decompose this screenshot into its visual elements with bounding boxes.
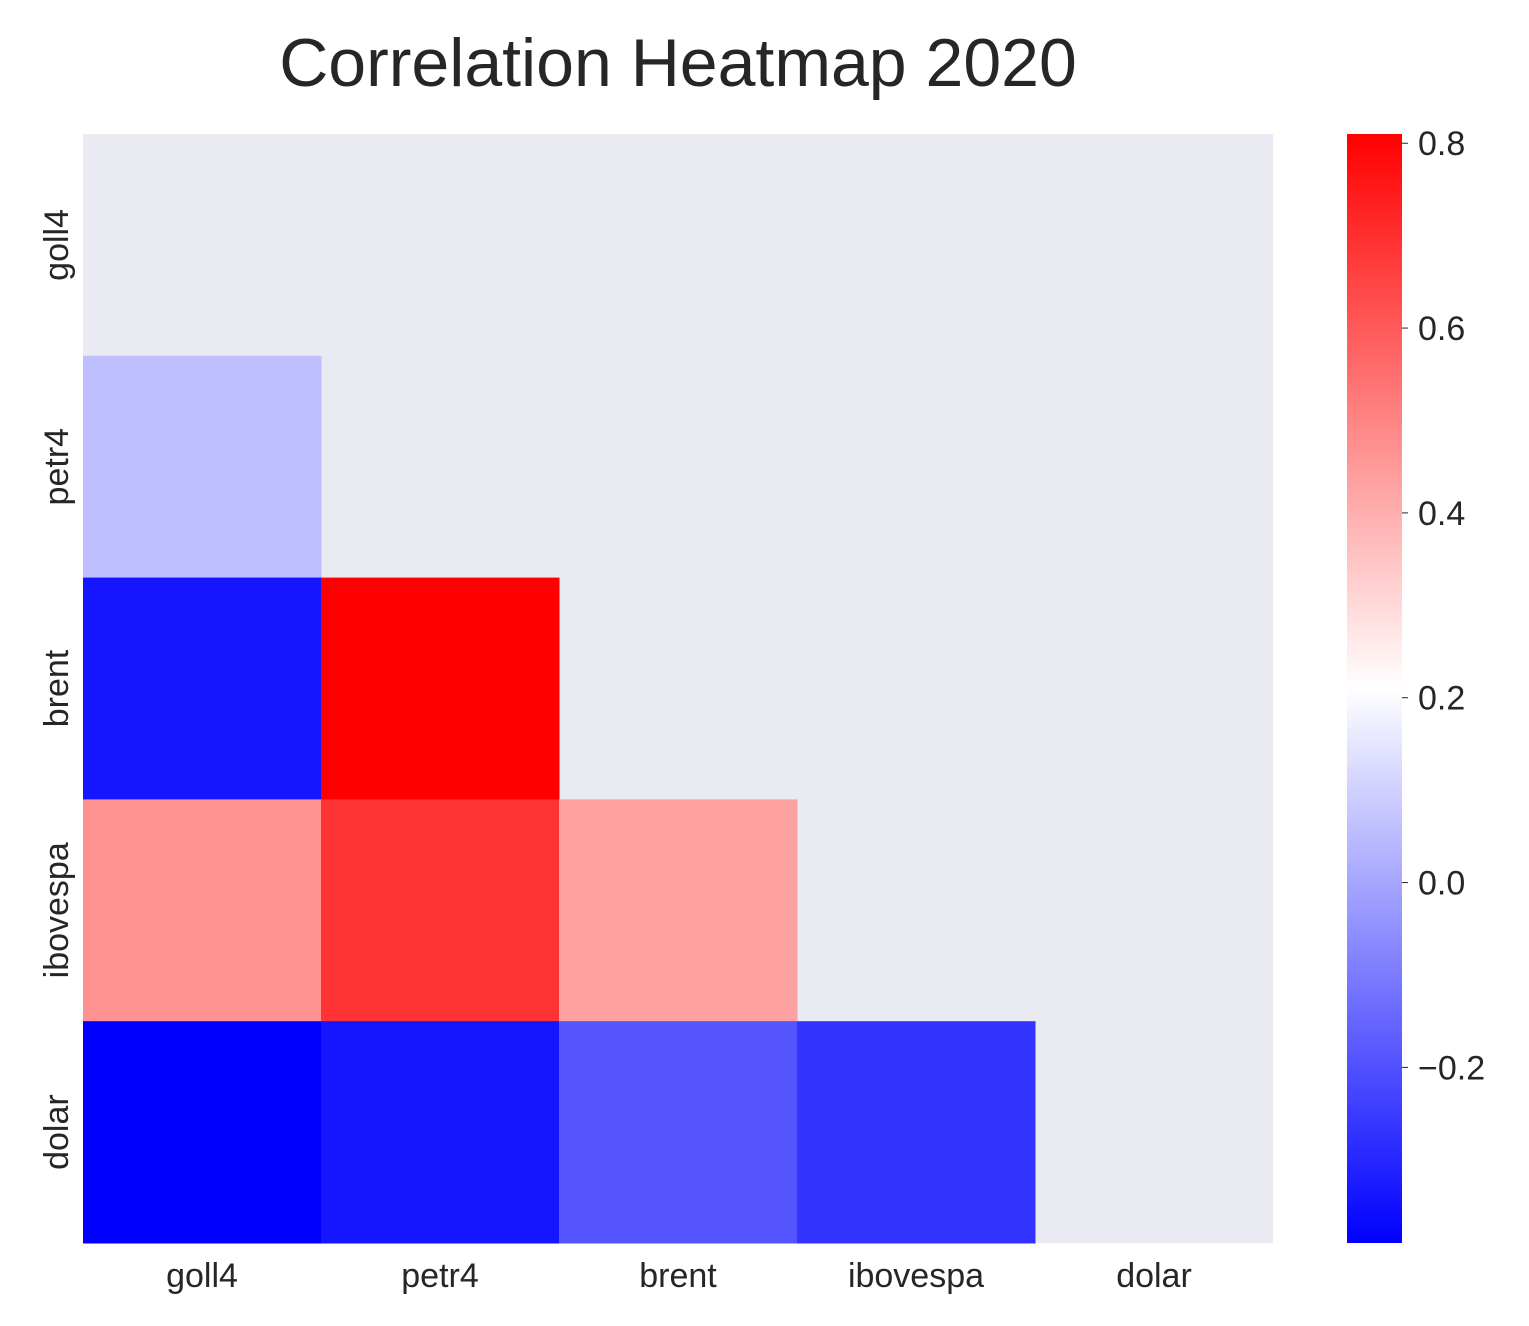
- heatmap-cell-dolar-goll4: [83, 1021, 322, 1244]
- y-tick-label: petr4: [38, 428, 76, 506]
- x-tick-labels: goll4 petr4 brent ibovespa dolar: [166, 1257, 1192, 1295]
- colorbar-tick-labels: −0.2 0.0 0.2 0.4 0.6 0.8: [1402, 125, 1485, 1087]
- heatmap-cells: [83, 355, 1036, 1244]
- heatmap-cell-dolar-petr4: [321, 1021, 560, 1244]
- x-tick-label: ibovespa: [848, 1257, 984, 1295]
- y-tick-label: ibovespa: [38, 842, 76, 978]
- x-tick-label: petr4: [401, 1257, 479, 1295]
- x-tick-label: brent: [639, 1257, 717, 1295]
- heatmap-cell-ibovespa-brent: [559, 799, 798, 1022]
- heatmap-cell-dolar-ibovespa: [797, 1021, 1036, 1244]
- x-tick-label: dolar: [1116, 1257, 1192, 1295]
- heatmap-cell-dolar-brent: [559, 1021, 798, 1244]
- heatmap-cell-brent-petr4: [321, 577, 560, 800]
- heatmap-cell-petr4-goll4: [83, 355, 322, 579]
- y-tick-label: dolar: [38, 1094, 76, 1170]
- x-tick-label: goll4: [166, 1257, 238, 1295]
- colorbar-tick-label: 0.2: [1418, 680, 1465, 718]
- heatmap-cell-ibovespa-goll4: [83, 799, 322, 1022]
- colorbar-tick-label: 0.6: [1418, 310, 1465, 348]
- y-tick-label: brent: [38, 649, 76, 727]
- colorbar-tick-label: −0.2: [1418, 1049, 1485, 1087]
- y-tick-label: goll4: [38, 209, 76, 281]
- colorbar-tick-label: 0.0: [1418, 865, 1465, 903]
- colorbar: [1347, 134, 1402, 1243]
- heatmap-cell-ibovespa-petr4: [321, 799, 560, 1022]
- heatmap-cell-brent-goll4: [83, 577, 322, 800]
- chart-title: Correlation Heatmap 2020: [279, 25, 1077, 101]
- colorbar-tick-label: 0.8: [1418, 125, 1465, 163]
- y-tick-labels: goll4 petr4 brent ibovespa dolar: [38, 209, 76, 1170]
- colorbar-tick-label: 0.4: [1418, 495, 1465, 533]
